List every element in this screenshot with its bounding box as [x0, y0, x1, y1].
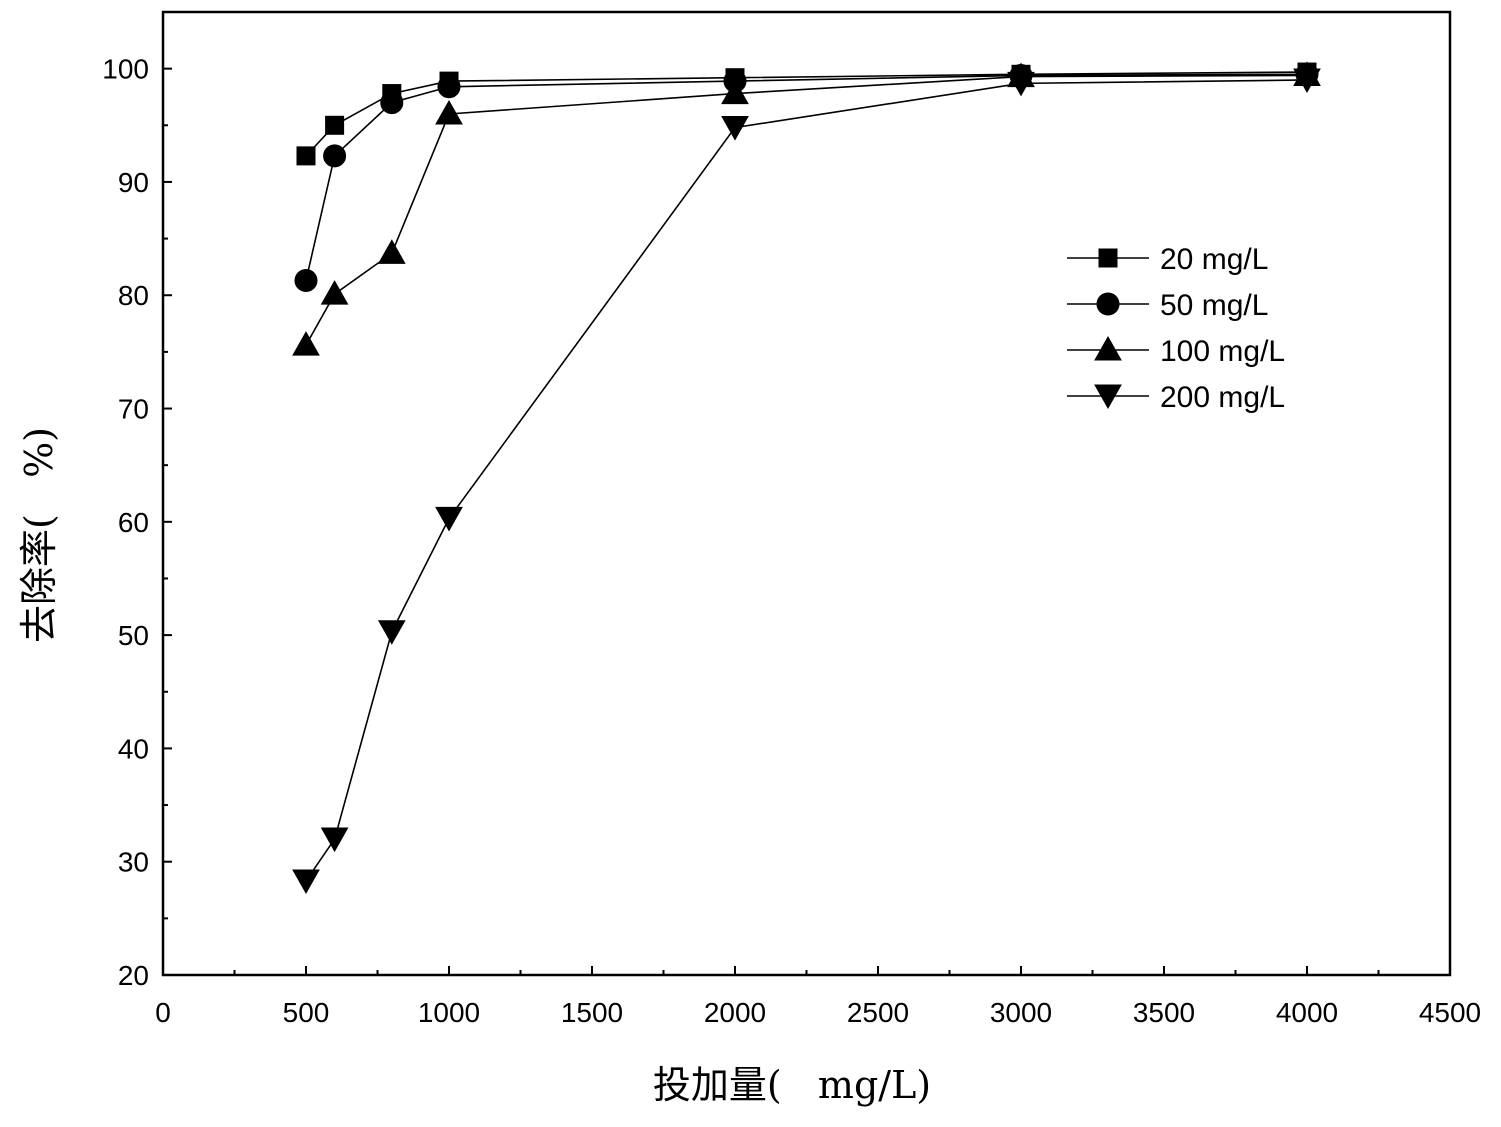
legend-item: 20 mg/L: [1067, 243, 1268, 276]
x-tick-label: 0: [155, 997, 171, 1028]
data-point: [294, 269, 318, 293]
legend-label: 20 mg/L: [1160, 243, 1268, 276]
data-point: [1293, 68, 1321, 93]
y-tick-label: 100: [102, 54, 149, 85]
series-layer: [292, 61, 1321, 894]
legend-label: 100 mg/L: [1160, 335, 1285, 368]
legend-item: 50 mg/L: [1067, 289, 1268, 322]
legend-marker: [1098, 248, 1118, 268]
data-point: [296, 146, 316, 166]
y-tick-label: 90: [118, 167, 149, 198]
data-point: [435, 506, 463, 532]
series-line: [305, 73, 1308, 281]
y-axis-title: 去除率( %): [17, 427, 61, 643]
data-point: [435, 99, 463, 125]
x-tick-label: 500: [283, 997, 330, 1028]
x-tick-label: 3500: [1133, 997, 1195, 1028]
data-point: [292, 869, 320, 894]
legend-label: 200 mg/L: [1160, 381, 1285, 414]
data-point: [437, 75, 461, 99]
y-axis: 20 30 40 50 60 70 80 90 100: [102, 11, 172, 991]
data-point: [325, 115, 345, 135]
data-point: [721, 116, 749, 141]
legend: 20 mg/L 50 mg/L 100 mg/L 200 mg/L: [1067, 243, 1285, 414]
data-point: [380, 91, 404, 115]
x-tick-label: 4500: [1419, 997, 1481, 1028]
x-tick-label: 2000: [704, 997, 766, 1028]
legend-marker: [1096, 292, 1120, 316]
x-tick-label: 3000: [990, 997, 1052, 1028]
x-axis: 0 500 1000 1500 2000 2500 3000 3500 4000 4500: [155, 966, 1481, 1028]
plot-frame: [161, 10, 1452, 977]
data-point: [377, 239, 406, 264]
y-tick-label: 50: [118, 620, 149, 651]
x-tick-label: 2500: [847, 997, 909, 1028]
series-line: [305, 79, 1308, 882]
x-axis-title: 投加量( mg/L): [653, 1063, 931, 1107]
y-tick-label: 70: [118, 394, 149, 425]
x-tick-label: 4000: [1276, 997, 1338, 1028]
legend-item: 100 mg/L: [1067, 335, 1285, 368]
legend-item: 200 mg/L: [1067, 381, 1285, 414]
y-tick-label: 60: [118, 507, 149, 538]
data-point: [292, 331, 320, 356]
data-point: [1007, 71, 1035, 97]
y-tick-label: 80: [118, 280, 149, 311]
data-point: [323, 144, 347, 168]
legend-marker: [1094, 335, 1122, 361]
y-tick-label: 20: [118, 960, 149, 991]
x-tick-label: 1500: [561, 997, 623, 1028]
data-point: [320, 280, 349, 305]
x-tick-label: 1000: [418, 997, 480, 1028]
legend-marker: [1094, 384, 1122, 410]
data-point: [377, 620, 406, 645]
y-tick-label: 40: [118, 733, 149, 764]
legend-label: 50 mg/L: [1160, 289, 1268, 322]
data-point: [320, 827, 349, 853]
series-4: [292, 68, 1321, 894]
data-point: [721, 79, 749, 105]
y-tick-label: 30: [118, 847, 149, 878]
